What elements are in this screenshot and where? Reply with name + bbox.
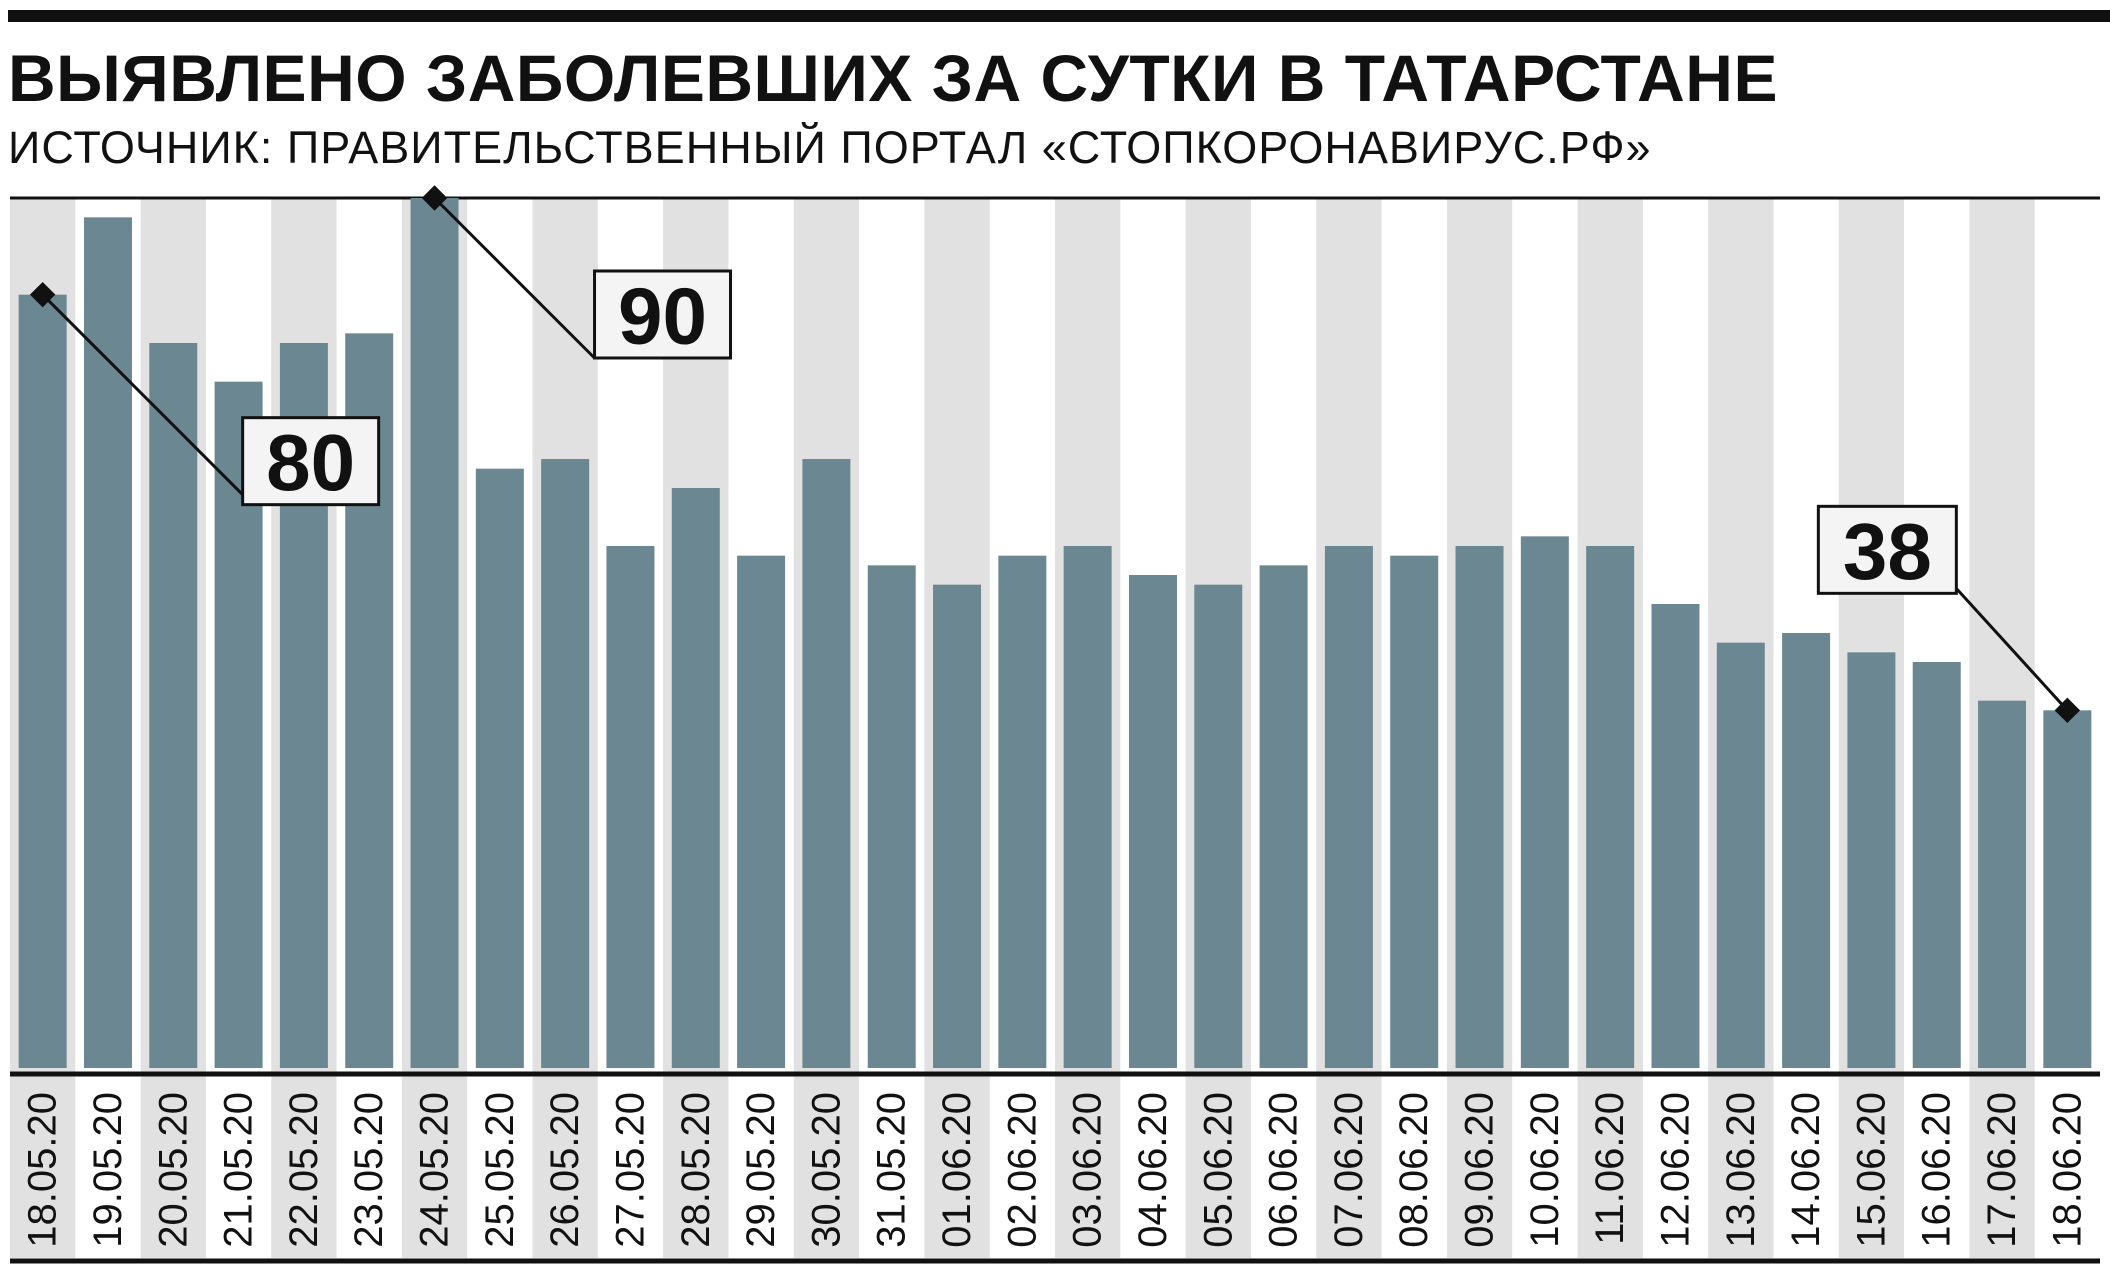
bar (933, 584, 982, 1068)
bar (1586, 546, 1635, 1068)
x-tick-label: 22.05.20 (282, 1092, 326, 1248)
x-tick-label: 10.06.20 (1523, 1092, 1567, 1248)
bar (802, 459, 851, 1068)
x-tick-label: 20.05.20 (151, 1092, 195, 1248)
bar (867, 565, 916, 1068)
x-tick-label: 19.05.20 (86, 1092, 130, 1248)
bar (1716, 642, 1765, 1068)
bar (410, 198, 459, 1068)
bar (998, 555, 1047, 1068)
x-tick-label: 27.05.20 (608, 1092, 652, 1248)
x-tick-label: 15.06.20 (1849, 1092, 1893, 1248)
bar (1912, 662, 1961, 1068)
x-tick-label: 24.05.20 (413, 1092, 457, 1248)
chart-title: ВЫЯВЛЕНО ЗАБОЛЕВШИХ ЗА СУТКИ В ТАТАРСТАН… (8, 38, 1778, 118)
callout-box (1816, 504, 1958, 595)
x-tick-label: 01.06.20 (935, 1092, 979, 1248)
x-tick-label: 07.06.20 (1327, 1092, 1371, 1248)
bar (18, 294, 67, 1069)
x-tick-label: 13.06.20 (1719, 1092, 1763, 1248)
callout-marker (29, 281, 56, 308)
bar (671, 488, 720, 1068)
bar (1194, 584, 1243, 1068)
x-tick-label: 12.06.20 (1653, 1092, 1697, 1248)
title-region: ТАТАРСТАНЕ (1344, 41, 1778, 115)
chart-subtitle: ИСТОЧНИК: ПРАВИТЕЛЬСТВЕННЫЙ ПОРТАЛ «СТОП… (8, 122, 1652, 173)
x-tick-label: 11.06.20 (1588, 1092, 1632, 1245)
bar (1847, 652, 1896, 1068)
callout-leader (41, 293, 244, 496)
x-tick-label: 28.05.20 (674, 1092, 718, 1248)
x-tick-label: 31.05.20 (870, 1092, 914, 1248)
x-tick-label: 09.06.20 (1458, 1092, 1502, 1248)
x-tick-label: 14.06.20 (1784, 1092, 1828, 1248)
x-tick-label: 23.05.20 (347, 1092, 391, 1248)
callout-marker (421, 185, 448, 211)
bar (1520, 536, 1569, 1068)
bar (1978, 700, 2027, 1068)
x-tick-label: 25.05.20 (478, 1092, 522, 1248)
bar (475, 468, 524, 1069)
x-tick-label: 02.06.20 (1000, 1092, 1044, 1248)
bar (1259, 565, 1308, 1068)
x-tick-label: 04.06.20 (1131, 1092, 1175, 1248)
callout-label: 38 (1843, 507, 1932, 596)
callout-box (241, 416, 381, 507)
x-tick-label: 06.06.20 (1262, 1092, 1306, 1248)
x-tick-label: 05.06.20 (1196, 1092, 1240, 1248)
x-tick-label: 29.05.20 (739, 1092, 783, 1248)
x-tick-label: 08.06.20 (1392, 1092, 1436, 1248)
x-tick-label: 30.05.20 (804, 1092, 848, 1248)
bar (606, 546, 655, 1068)
bar (1324, 546, 1373, 1068)
bar (737, 555, 786, 1068)
x-tick-label: 17.06.20 (1980, 1092, 2024, 1248)
bar (1651, 604, 1700, 1068)
bar (1390, 555, 1439, 1068)
bar (1782, 633, 1831, 1068)
title-main: ВЫЯВЛЕНО ЗАБОЛЕВШИХ ЗА СУТКИ В (8, 41, 1345, 115)
x-tick-label: 26.05.20 (543, 1092, 587, 1248)
x-tick-label: 18.06.20 (2045, 1092, 2089, 1248)
x-tick-label: 18.05.20 (21, 1092, 65, 1248)
callout-label: 80 (266, 418, 355, 507)
bar (541, 459, 590, 1068)
callout-box (593, 269, 733, 360)
x-tick-label: 16.06.20 (1915, 1092, 1959, 1248)
bar (1128, 575, 1177, 1068)
bar (2043, 710, 2092, 1068)
x-tick-label: 03.06.20 (1066, 1092, 1110, 1248)
callout-leader (433, 196, 596, 360)
x-tick-label: 21.05.20 (217, 1092, 261, 1248)
bar (1455, 546, 1504, 1068)
top-rule (8, 10, 2110, 22)
bar (1063, 546, 1112, 1068)
bar (149, 343, 198, 1068)
callout-label: 90 (618, 272, 707, 361)
